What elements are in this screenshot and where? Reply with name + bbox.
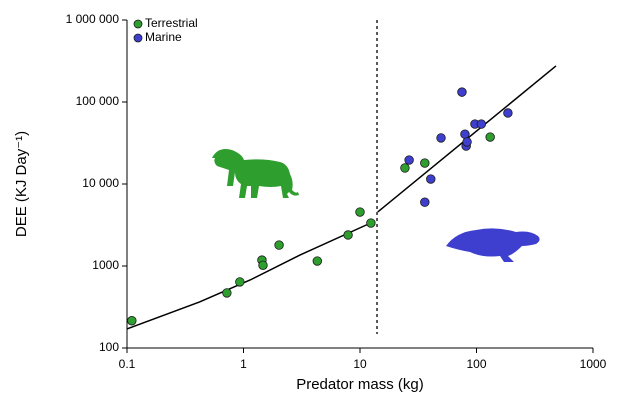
- point: [400, 163, 410, 173]
- point: [457, 87, 467, 97]
- x-tick-label: 0.1: [119, 357, 136, 371]
- point: [426, 174, 436, 184]
- y-tick-label: 1 000 000: [66, 12, 120, 26]
- x-tick-label: 10: [353, 357, 367, 371]
- point: [420, 158, 430, 168]
- point: [503, 108, 513, 118]
- point: [436, 133, 446, 143]
- point: [420, 197, 430, 207]
- legend-marker: [133, 19, 143, 29]
- point: [476, 119, 487, 129]
- y-tick-label: 100: [99, 340, 119, 354]
- point: [460, 129, 470, 139]
- legend-label: Marine: [145, 30, 182, 44]
- point: [462, 137, 472, 147]
- point: [366, 218, 376, 228]
- point: [258, 260, 268, 270]
- lion-silhouette: [212, 149, 299, 198]
- point: [274, 240, 284, 250]
- legend-label: Terrestrial: [145, 16, 198, 30]
- point: [355, 207, 365, 217]
- point: [235, 277, 245, 287]
- point: [343, 230, 353, 240]
- y-tick-label: 10 000: [82, 176, 119, 190]
- x-tick-label: 100: [466, 357, 486, 371]
- point: [485, 132, 495, 142]
- x-axis-title: Predator mass (kg): [296, 376, 424, 393]
- y-tick-label: 100 000: [76, 94, 120, 108]
- legend-marker: [133, 33, 143, 43]
- fit-line: [126, 221, 374, 330]
- x-tick-label: 1: [240, 357, 247, 371]
- y-axis-title: DEE (KJ Day⁻¹): [13, 131, 30, 237]
- seal-silhouette: [446, 228, 540, 262]
- y-tick-label: 1000: [92, 258, 119, 272]
- x-tick-label: 1000: [580, 357, 607, 371]
- point: [222, 288, 232, 298]
- point: [312, 256, 322, 266]
- point: [404, 155, 414, 165]
- point: [127, 316, 137, 326]
